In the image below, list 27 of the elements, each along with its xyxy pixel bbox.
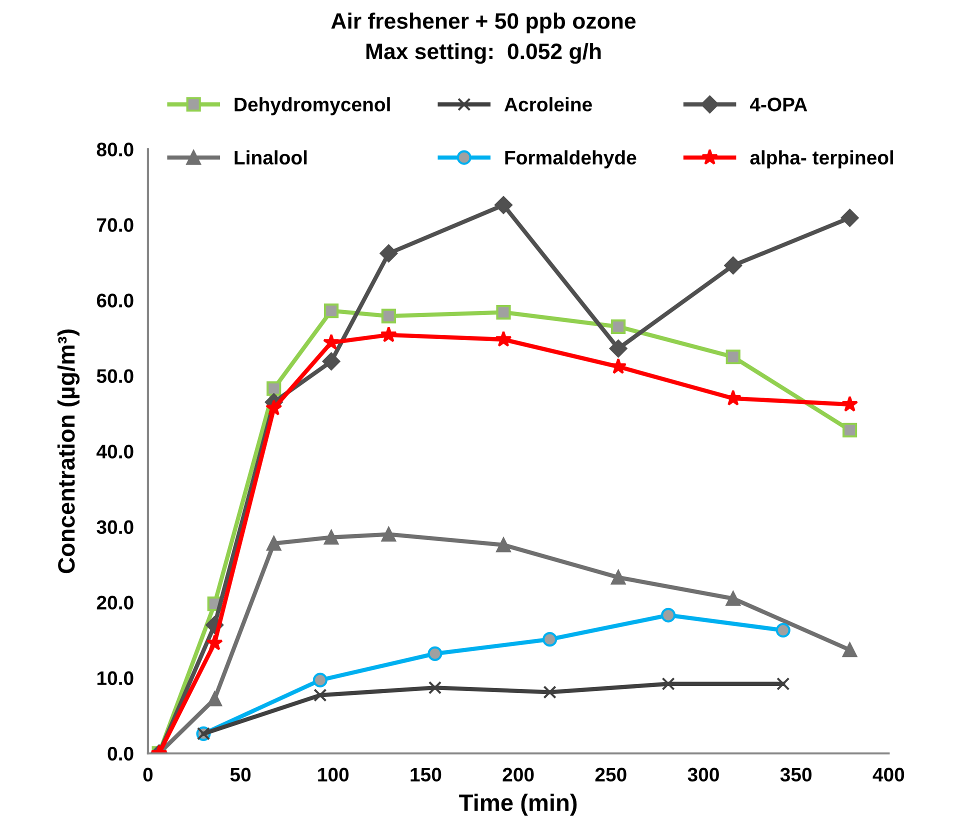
legend-label: Formaldehyde [505,150,636,168]
chart-title: Air freshener + 50 ppb ozone Max setting: 0.052 g/h [331,12,636,64]
y-tick-label: 60.0 [96,294,134,308]
y-axis-title: Concentration (µg/m³) [57,330,80,574]
x-tick-label: 350 [780,768,812,782]
y-tick-label: 30.0 [96,520,134,534]
x-tick-label: 300 [688,768,719,782]
x-tick-label: 100 [318,768,349,782]
legend-label: 4-OPA [750,98,808,112]
y-tick-label: 80.0 [96,142,134,156]
legend-label: alpha- terpineol [750,150,894,168]
y-tick-label: 0.0 [108,746,134,761]
x-tick-label: 200 [502,768,534,782]
x-tick-label: 400 [872,768,904,782]
x-tick-label: 50 [230,768,251,782]
legend-label: Dehydromycenol [234,97,390,116]
x-tick-label: 0 [143,768,153,782]
x-tick-label: 250 [595,768,626,782]
legend-label: Linalool [234,150,307,165]
x-tick-label: 150 [410,768,442,782]
x-axis-title: Time (min) [459,794,577,816]
y-tick-label: 70.0 [97,218,134,232]
y-tick-label: 10.0 [97,671,134,686]
legend-label: Acroleine [504,97,592,112]
y-tick-label: 20.0 [96,596,134,610]
y-tick-label: 40.0 [96,444,134,458]
y-tick-label: 50.0 [96,369,134,383]
